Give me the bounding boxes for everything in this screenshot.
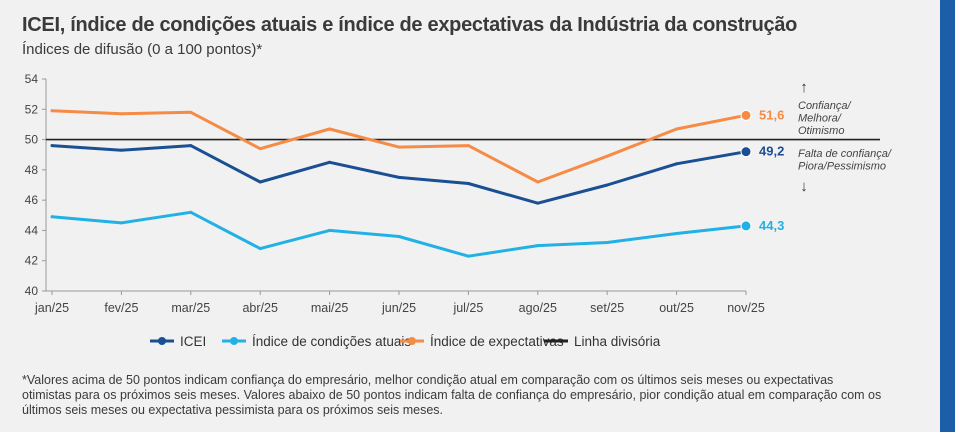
annotation-confianca: Confiança/	[798, 100, 852, 112]
series-2-point	[258, 147, 262, 151]
line-chart: 40 42 44 46 48 50 52 54 jan/25 fev/25 mar/25 abr/25…	[25, 72, 892, 349]
series-1-point	[740, 220, 752, 232]
series-0-point	[605, 183, 609, 187]
series-0-point	[466, 181, 470, 185]
series-2-point	[536, 180, 540, 184]
series-2-point	[50, 109, 54, 113]
series-2-point	[675, 127, 679, 131]
series-1-point	[258, 247, 262, 251]
annotation-falta-confianca: Piora/Pessimismo	[798, 161, 886, 173]
series-1-point	[536, 244, 540, 248]
series-2-point	[189, 110, 193, 114]
chart-subtitle: Índices de difusão (0 a 100 pontos)*	[22, 41, 263, 58]
y-tick-label: 48	[25, 163, 39, 177]
series-1-point	[466, 254, 470, 258]
legend-label: ICEI	[180, 334, 206, 349]
x-tick-label: jul/25	[452, 301, 483, 315]
x-tick-label: set/25	[590, 301, 624, 315]
y-tick-label: 42	[25, 254, 39, 268]
x-tick-label: ago/25	[519, 301, 557, 315]
legend-swatch-dot	[408, 337, 416, 345]
series-1-point	[328, 228, 332, 232]
series-1-point	[50, 215, 54, 219]
series-1-point	[189, 210, 193, 214]
series-2-point	[119, 112, 123, 116]
x-tick-label: mar/25	[171, 301, 210, 315]
series-0-point	[258, 180, 262, 184]
annotation-confianca: Melhora/	[798, 113, 842, 125]
series-0-point	[50, 144, 54, 148]
series-0-point	[328, 160, 332, 164]
series-line-1	[50, 210, 748, 258]
series-2-point	[466, 144, 470, 148]
annotation-falta-confianca: Falta de confiança/	[798, 148, 892, 160]
series-0-point	[536, 201, 540, 205]
series-end-label: 49,2	[759, 144, 784, 159]
series-end-label: 51,6	[759, 107, 784, 122]
x-tick-label: out/25	[659, 301, 694, 315]
chart-title: ICEI, índice de condições atuais e índic…	[22, 14, 798, 36]
x-tick-label: abr/25	[242, 301, 277, 315]
arrow-up-icon: ↑	[800, 79, 808, 96]
legend-label: Índice de condições atuais	[252, 334, 411, 349]
series-1-point	[675, 231, 679, 235]
series-0-point	[397, 175, 401, 179]
legend-label: Linha divisória	[574, 334, 661, 349]
series-2-point	[740, 109, 752, 121]
annotation-confianca: Otimismo	[798, 125, 844, 137]
y-tick-label: 54	[25, 72, 39, 86]
series-2-point	[605, 154, 609, 158]
footnote: *Valores acima de 50 pontos indicam conf…	[22, 373, 882, 417]
x-tick-label: jun/25	[381, 301, 416, 315]
arrow-down-icon: ↓	[800, 178, 808, 195]
series-0-point	[119, 148, 123, 152]
series-2-point	[397, 145, 401, 149]
series-2-point	[328, 127, 332, 131]
series-0-point	[740, 146, 752, 158]
series-line-0	[50, 144, 748, 205]
series-1-point	[605, 241, 609, 245]
legend-swatch-dot	[158, 337, 166, 345]
x-tick-label: fev/25	[104, 301, 138, 315]
y-tick-label: 40	[25, 284, 39, 298]
series-0-point	[189, 144, 193, 148]
series-1-point	[397, 234, 401, 238]
legend-swatch-dot	[230, 337, 238, 345]
legend-label: Índice de expectativas	[430, 334, 564, 349]
series-0-point	[675, 162, 679, 166]
x-tick-label: jan/25	[34, 301, 69, 315]
series-end-label: 44,3	[759, 218, 784, 233]
y-tick-label: 52	[25, 102, 39, 116]
side-accent-bar	[940, 0, 955, 432]
y-tick-label: 44	[25, 223, 39, 237]
series-1-point	[119, 221, 123, 225]
x-tick-label: nov/25	[727, 301, 765, 315]
x-tick-label: mai/25	[311, 301, 349, 315]
y-tick-label: 46	[25, 193, 39, 207]
y-tick-label: 50	[25, 133, 39, 147]
